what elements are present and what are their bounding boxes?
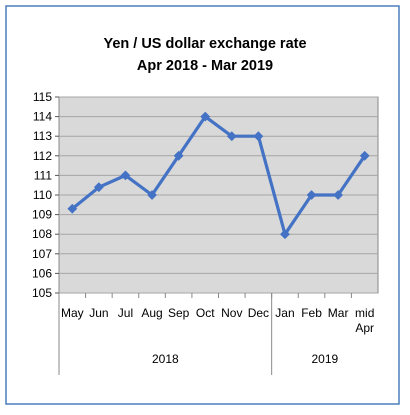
chart-title: Yen / US dollar exchange rate — [103, 36, 306, 52]
year-group-label: 2018 — [152, 352, 179, 366]
x-tick-label: Aug — [141, 306, 162, 320]
x-tick-label: mid — [355, 306, 374, 320]
data-point — [147, 190, 157, 200]
x-tick-label: Jun — [89, 306, 108, 320]
y-tick-label: 111 — [34, 168, 53, 182]
y-axis: 105 106 107 108 109 110 111 112 113 114 115 — [32, 90, 59, 300]
y-tick-label: 112 — [33, 149, 52, 163]
data-point — [173, 150, 184, 161]
y-tick-label: 106 — [32, 266, 52, 280]
y-tick-label: 105 — [32, 286, 52, 300]
data-point — [226, 131, 237, 142]
data-point — [359, 150, 370, 161]
x-tick-label: Oct — [196, 306, 215, 320]
chart-subtitle: Apr 2018 - Mar 2019 — [137, 58, 273, 74]
y-tick-label: 113 — [33, 129, 52, 143]
x-tick-label: Dec — [248, 306, 269, 320]
x-tick-label: Jul — [118, 306, 133, 320]
y-tick-label: 107 — [32, 247, 52, 261]
y-tick-label: 114 — [33, 110, 52, 124]
data-point — [93, 182, 104, 193]
data-point — [280, 229, 290, 240]
data-point — [120, 170, 131, 181]
y-tick-label: 108 — [32, 227, 52, 241]
x-tick-label: Feb — [301, 306, 322, 320]
x-tick-label: Mar — [328, 306, 349, 320]
data-point — [333, 190, 344, 200]
x-tick-label: May — [61, 306, 84, 320]
y-tick-label: 115 — [33, 90, 52, 104]
series-line — [67, 111, 370, 240]
year-group-label: 2019 — [311, 352, 338, 366]
data-point — [200, 111, 211, 122]
y-tick-label: 110 — [33, 188, 52, 202]
x-tick-label: Jan — [275, 306, 294, 320]
data-point — [306, 190, 317, 200]
data-point — [67, 203, 78, 214]
y-tick-label: 109 — [32, 208, 52, 222]
x-tick-label: Apr — [355, 321, 374, 335]
data-point — [253, 131, 264, 142]
x-tick-label: Nov — [221, 306, 242, 320]
x-tick-label: Sep — [168, 306, 190, 320]
gridlines — [59, 96, 378, 294]
